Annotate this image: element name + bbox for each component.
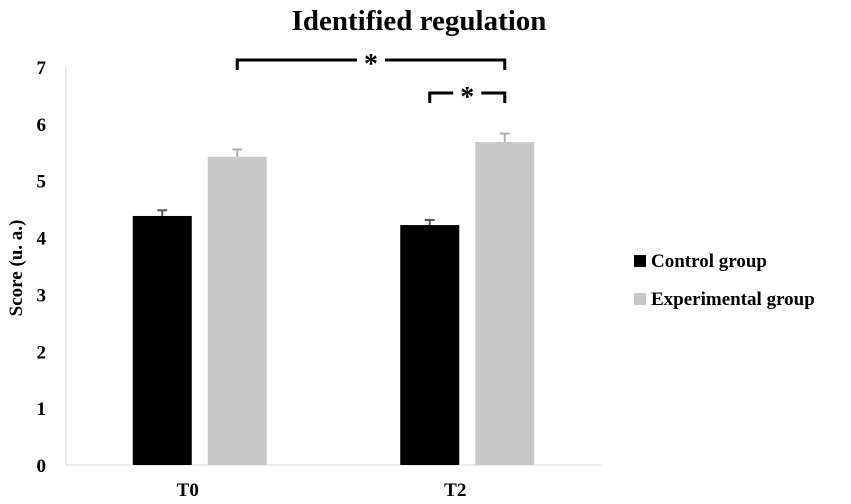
y-tick-label: 7	[37, 58, 47, 79]
y-tick-label: 4	[37, 229, 47, 250]
x-tick-label: T2	[444, 480, 466, 501]
significance-star: *	[364, 49, 378, 80]
y-tick-label: 5	[37, 172, 47, 193]
y-tick-label: 2	[37, 342, 47, 363]
bar	[475, 142, 535, 465]
significance-bracket	[481, 91, 507, 103]
legend-swatch	[634, 293, 646, 305]
y-tick-label: 6	[37, 115, 47, 136]
legend-label: Control group	[651, 251, 767, 272]
significance-bracket	[235, 58, 357, 70]
significance-bracket	[385, 58, 507, 70]
bar	[400, 225, 460, 465]
significance-star: *	[460, 82, 474, 113]
significance-bracket	[428, 91, 454, 103]
y-tick-label: 0	[37, 456, 47, 477]
chart-title: Identified regulation	[292, 5, 547, 37]
y-axis-label: Score (u. a.)	[6, 220, 27, 317]
bars	[132, 132, 535, 465]
bar	[207, 156, 267, 465]
legend-swatch	[634, 255, 646, 267]
legend: Control group Experimental group	[634, 251, 815, 310]
legend-label: Experimental group	[651, 289, 815, 310]
x-tick-labels: T0 T2	[177, 480, 467, 501]
y-tick-labels: 0 1 2 3 4 5 6 7	[37, 58, 47, 477]
x-tick-label: T0	[177, 480, 199, 501]
bar	[132, 215, 192, 465]
significance-annotations: **	[235, 49, 507, 113]
y-tick-label: 1	[37, 399, 47, 420]
y-tick-label: 3	[37, 285, 47, 306]
